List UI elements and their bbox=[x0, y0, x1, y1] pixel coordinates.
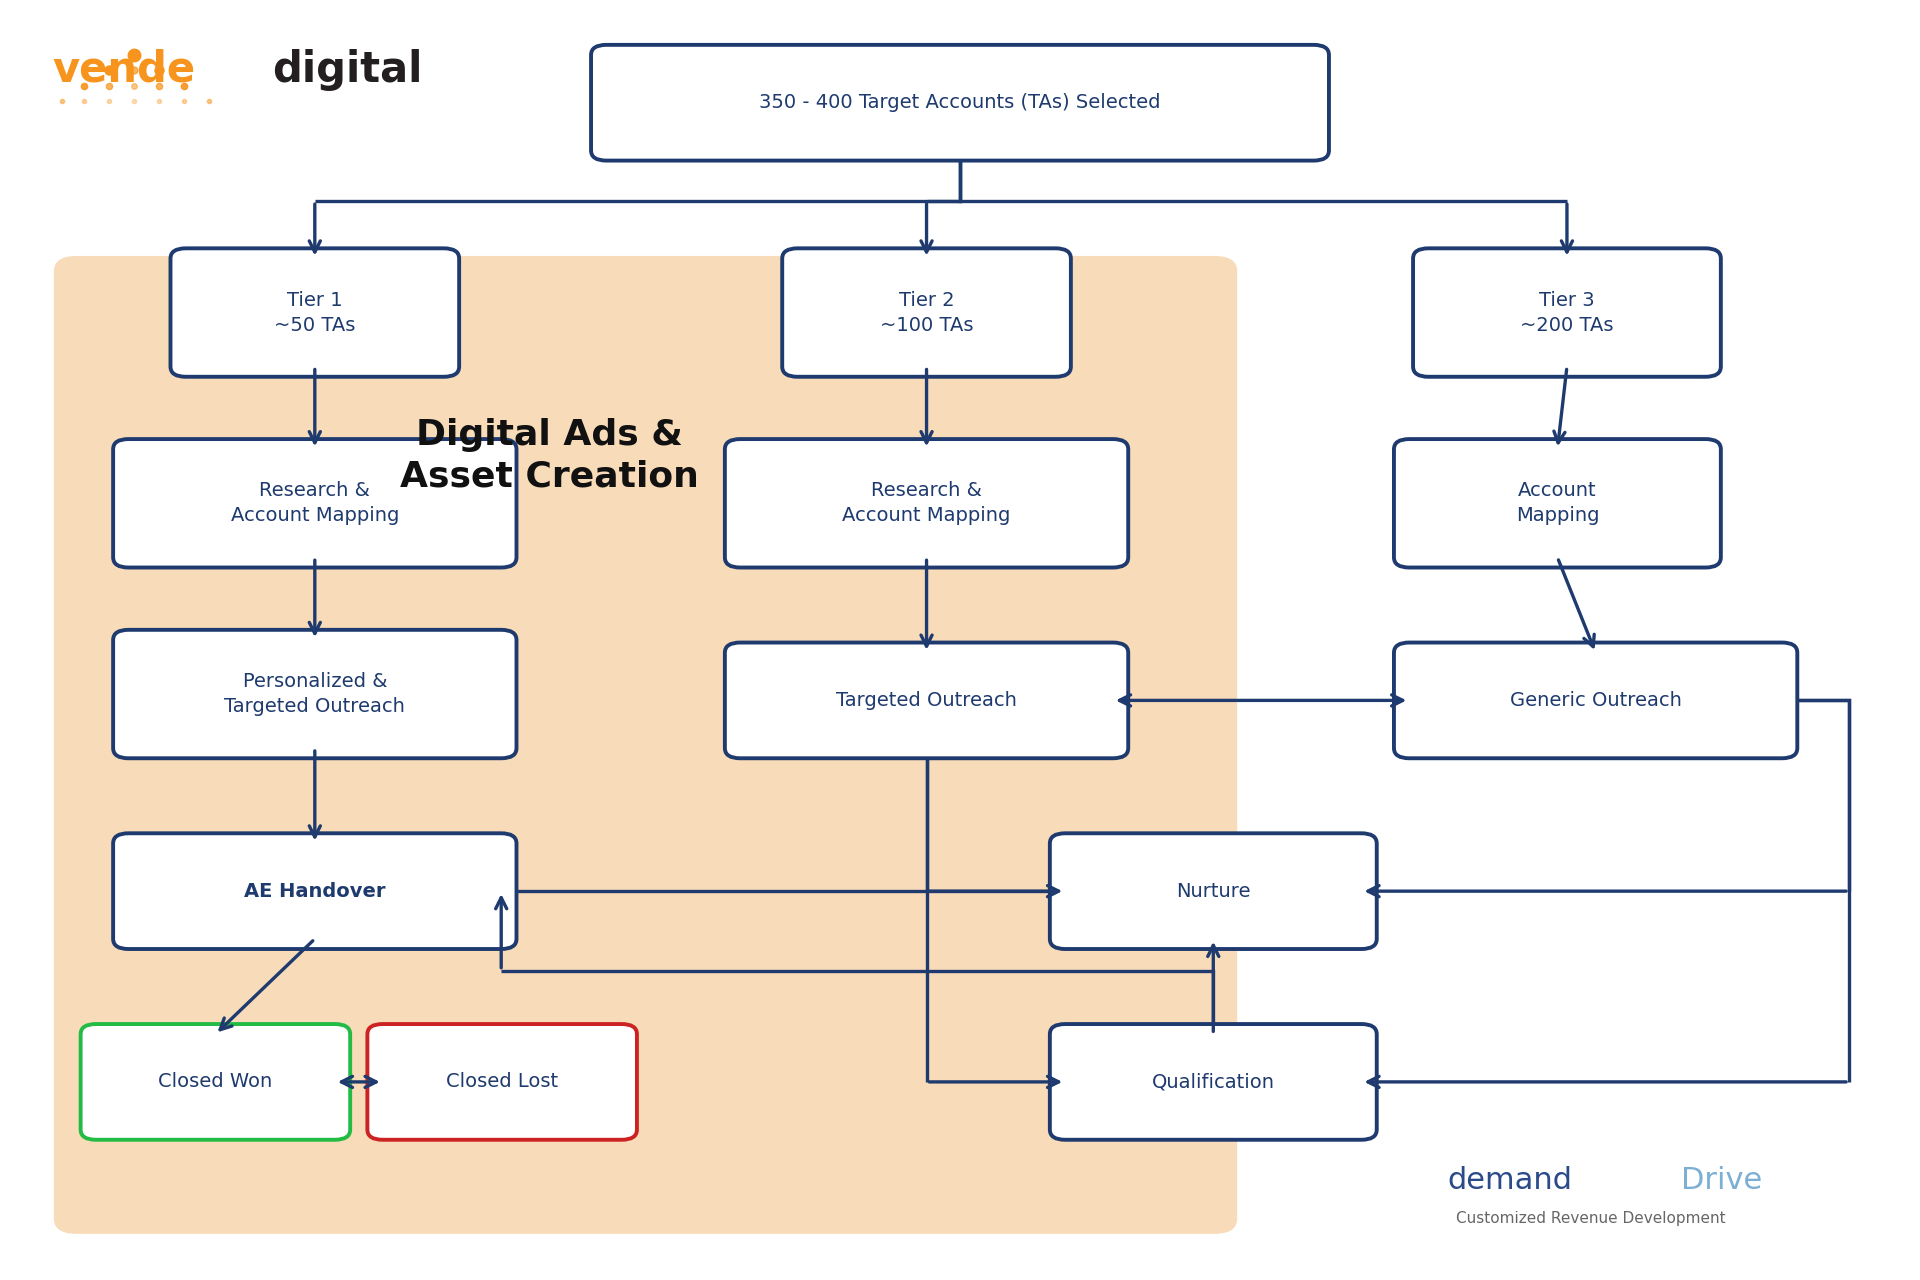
Text: Nurture: Nurture bbox=[1177, 882, 1250, 901]
Text: Digital Ads &
Asset Creation: Digital Ads & Asset Creation bbox=[399, 417, 699, 494]
Text: Generic Outreach: Generic Outreach bbox=[1509, 691, 1682, 710]
Text: digital: digital bbox=[273, 49, 422, 91]
Text: Drive: Drive bbox=[1680, 1166, 1763, 1196]
Text: Research &
Account Mapping: Research & Account Mapping bbox=[230, 481, 399, 525]
FancyBboxPatch shape bbox=[1050, 833, 1377, 948]
FancyBboxPatch shape bbox=[54, 256, 1236, 1234]
FancyBboxPatch shape bbox=[367, 1024, 637, 1139]
Text: Targeted Outreach: Targeted Outreach bbox=[835, 691, 1018, 710]
Text: Closed Won: Closed Won bbox=[157, 1073, 273, 1092]
FancyBboxPatch shape bbox=[113, 439, 516, 567]
Text: 350 - 400 Target Accounts (TAs) Selected: 350 - 400 Target Accounts (TAs) Selected bbox=[758, 93, 1162, 113]
FancyBboxPatch shape bbox=[726, 643, 1129, 758]
FancyBboxPatch shape bbox=[171, 248, 459, 376]
Text: AE Handover: AE Handover bbox=[244, 882, 386, 901]
Text: Customized Revenue Development: Customized Revenue Development bbox=[1455, 1211, 1726, 1226]
Text: Account
Mapping: Account Mapping bbox=[1515, 481, 1599, 525]
FancyBboxPatch shape bbox=[591, 45, 1329, 160]
Text: Qualification: Qualification bbox=[1152, 1073, 1275, 1092]
FancyBboxPatch shape bbox=[113, 630, 516, 758]
Text: vende: vende bbox=[52, 49, 196, 91]
Text: Closed Lost: Closed Lost bbox=[445, 1073, 559, 1092]
Text: Personalized &
Targeted Outreach: Personalized & Targeted Outreach bbox=[225, 672, 405, 716]
Text: Tier 3
~200 TAs: Tier 3 ~200 TAs bbox=[1521, 291, 1613, 334]
Text: demand: demand bbox=[1448, 1166, 1572, 1196]
Text: Tier 1
~50 TAs: Tier 1 ~50 TAs bbox=[275, 291, 355, 334]
FancyBboxPatch shape bbox=[781, 248, 1071, 376]
Text: Tier 2
~100 TAs: Tier 2 ~100 TAs bbox=[879, 291, 973, 334]
FancyBboxPatch shape bbox=[1394, 643, 1797, 758]
Text: Research &
Account Mapping: Research & Account Mapping bbox=[843, 481, 1010, 525]
FancyBboxPatch shape bbox=[81, 1024, 349, 1139]
FancyBboxPatch shape bbox=[1050, 1024, 1377, 1139]
FancyBboxPatch shape bbox=[113, 833, 516, 948]
FancyBboxPatch shape bbox=[1413, 248, 1720, 376]
FancyBboxPatch shape bbox=[726, 439, 1129, 567]
FancyBboxPatch shape bbox=[1394, 439, 1720, 567]
